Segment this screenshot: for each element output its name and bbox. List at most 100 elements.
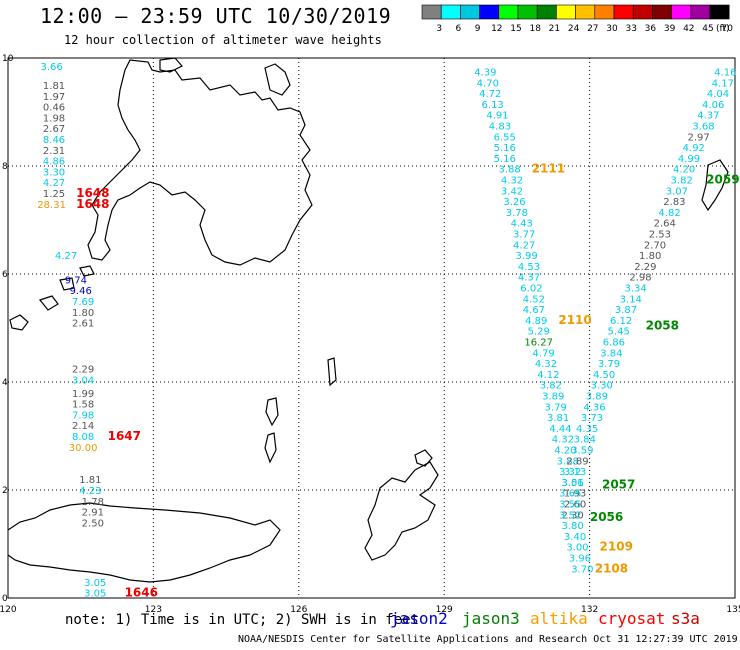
wave-height-label: 3.89 — [542, 392, 564, 403]
wave-height-label: 4.86 — [43, 157, 65, 168]
wave-height-label: 4.99 — [678, 154, 700, 165]
wave-height-label: 2.61 — [72, 319, 94, 330]
wave-height-label: 3.79 — [545, 402, 567, 413]
wave-height-label: 9.46 — [70, 286, 92, 297]
credit-line: NOAA/NESDIS Center for Satellite Applica… — [238, 634, 738, 645]
footer-note: note: 1) Time is in UTC; 2) SWH is in fe… — [65, 612, 420, 628]
wave-height-label: 3.88 — [557, 456, 579, 467]
map-frame — [7, 57, 736, 599]
wave-height-label: 4.82 — [658, 208, 680, 219]
legend-swatch — [498, 4, 519, 20]
legend-swatch — [709, 4, 730, 20]
legend-swatch — [594, 4, 615, 20]
pass-id-label: 1648 — [76, 197, 109, 211]
wave-height-label: 2.53 — [649, 230, 671, 241]
pass-id-label: 1648 — [76, 186, 109, 200]
bohol-coast — [159, 57, 183, 73]
legend-swatch — [479, 4, 500, 20]
satellite-altika: altika — [530, 609, 588, 628]
wave-height-label: 2.98 — [629, 273, 651, 284]
wave-height-label: 5.29 — [528, 327, 550, 338]
legend-swatch — [440, 4, 461, 20]
morotai-coast — [414, 449, 433, 467]
wave-height-label: 4.20 — [673, 165, 695, 176]
wave-height-label: 2.70 — [644, 240, 666, 251]
x-tick-label: 135 — [726, 605, 740, 615]
wave-height-label: 1.99 — [72, 389, 94, 400]
wave-height-label: 4.91 — [486, 111, 508, 122]
wave-height-label: 4.67 — [523, 305, 545, 316]
wave-height-label: 4.20 — [554, 446, 576, 457]
wave-height-label: 30.00 — [69, 443, 98, 454]
satellite-jason2: jason2 — [390, 609, 448, 628]
x-tick-label: 123 — [145, 605, 162, 615]
pass-id-label: 2056 — [590, 510, 623, 524]
wave-height-label: 4.92 — [683, 143, 705, 154]
wave-height-readings: 3.661.811.970.461.982.678.462.314.863.30… — [37, 62, 739, 600]
legend-tick: 30 — [606, 24, 618, 34]
wave-height-label: 2.60 — [564, 500, 586, 511]
wave-height-label: 4.17 — [712, 78, 734, 89]
x-tick-label: 132 — [581, 605, 598, 615]
y-tick-label: 0 — [2, 594, 8, 604]
legend-swatch — [671, 4, 692, 20]
wave-height-label: 2.14 — [72, 421, 94, 432]
wave-height-label: 3.78 — [506, 208, 528, 219]
satellite-cryosat: cryosat — [598, 609, 666, 628]
pass-id-label: 2111 — [532, 162, 565, 176]
wave-height-label: 4.83 — [489, 122, 511, 133]
wave-height-label: 6.86 — [603, 338, 625, 349]
wave-height-label: 2.83 — [663, 197, 685, 208]
legend-tick: 39 — [664, 24, 676, 34]
page-subtitle: 12 hour collection of altimeter wave hei… — [64, 33, 382, 47]
wave-height-label: 3.99 — [515, 251, 537, 262]
wave-height-label: 3.00 — [566, 543, 588, 554]
x-tick-label: 120 — [0, 605, 17, 615]
wave-height-label: 3.84 — [574, 435, 596, 446]
page-title: 12:00 – 23:59 UTC 10/30/2019 — [40, 4, 392, 28]
wave-height-label: 3.59 — [571, 446, 593, 457]
wave-height-label: 1.58 — [72, 400, 94, 411]
wave-height-label: 4.50 — [593, 370, 615, 381]
wave-height-label: 28.31 — [37, 200, 66, 211]
wave-height-label: 4.39 — [474, 68, 496, 79]
wave-height-label: 3.04 — [72, 375, 94, 386]
y-tick-label: 10 — [2, 54, 14, 64]
wave-height-label: 4.32 — [552, 435, 574, 446]
miangas-coast — [327, 357, 337, 387]
wave-height-label: 3.34 — [625, 284, 647, 295]
wave-height-label: 6.02 — [520, 284, 542, 295]
pass-id-label: 2110 — [558, 313, 591, 327]
wave-height-label: 4.37 — [518, 273, 540, 284]
wave-height-label: 4.52 — [523, 294, 545, 305]
legend-tick: 42 — [683, 24, 694, 34]
legend-swatch — [460, 4, 480, 20]
wave-height-label: 3.80 — [562, 521, 584, 532]
legend-tick: 24 — [568, 24, 580, 34]
wave-height-label: 4.12 — [537, 370, 559, 381]
wave-height-label: 3.42 — [501, 186, 523, 197]
wave-height-label: 3.13 — [564, 467, 586, 478]
wave-height-label: 3.66 — [40, 62, 62, 73]
wave-height-label: 3.81 — [547, 413, 569, 424]
wave-height-label: 3.79 — [598, 359, 620, 370]
wave-height-label: 1.80 — [72, 308, 94, 319]
wave-height-label: 3.32 — [559, 467, 581, 478]
wave-height-label: 3.56 — [562, 478, 584, 489]
legend-swatch — [613, 4, 634, 20]
wave-height-label: 4.32 — [535, 359, 557, 370]
legend-tick: 33 — [625, 24, 636, 34]
wave-height-label: 3.30 — [591, 381, 613, 392]
wave-height-label: 0.46 — [43, 103, 65, 114]
wave-height-label: 4.44 — [549, 424, 571, 435]
wave-height-label: 4.79 — [532, 348, 554, 359]
wave-height-label: 3.89 — [586, 392, 608, 403]
wave-height-label: 3.01 — [562, 478, 584, 489]
wave-height-label: 5.16 — [494, 143, 516, 154]
wave-height-label: 3.05 — [84, 589, 106, 600]
legend-swatch — [575, 4, 596, 20]
wave-height-label: 2.64 — [654, 219, 676, 230]
legend-tick: 70 — [721, 24, 733, 34]
y-axis-ticks: 10 8 6 4 2 0 — [2, 54, 14, 604]
y-tick-label: 6 — [2, 270, 8, 280]
